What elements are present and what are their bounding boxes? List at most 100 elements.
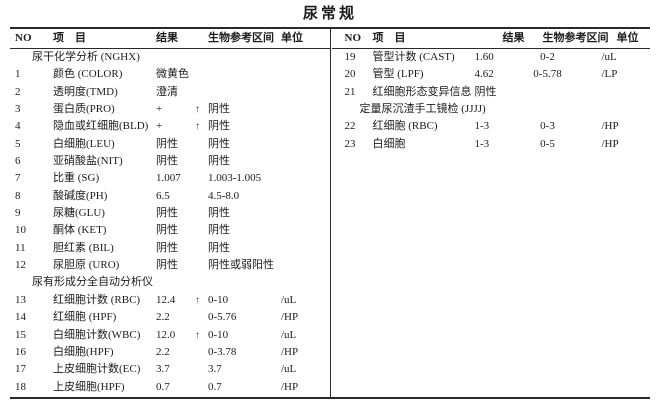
result-flag-up-icon: ↑ bbox=[195, 121, 200, 133]
table-row: 22 红细胞 (RBC) 1-3 0-3/HP bbox=[332, 118, 651, 135]
table-row: 9 尿糖(GLU) 阴性 阴性 bbox=[10, 205, 330, 222]
cell-item: 比重 (SG) bbox=[53, 172, 100, 185]
cell-no: 19 bbox=[344, 51, 356, 63]
cell-item: 红细胞形态变异信息 bbox=[372, 85, 472, 98]
cell-result: 阴性 bbox=[156, 137, 178, 150]
cell-item: 隐血或红细胞(BLD) bbox=[53, 120, 149, 133]
cell-item: 上皮细胞计数(EC) bbox=[53, 363, 141, 376]
table-row: 18 上皮细胞(HPF) 0.7 0.7/HP bbox=[10, 379, 330, 396]
cell-item: 白细胞 bbox=[372, 137, 406, 150]
cell-item: 管型 (LPF) bbox=[372, 68, 424, 81]
cell-no: 13 bbox=[15, 293, 26, 306]
cell-item: 管型计数 (CAST) bbox=[372, 51, 455, 63]
table-row: 12 尿胆原 (URO) 阴性 阴性或弱阳性 bbox=[10, 257, 330, 274]
cell-result: 阴性 bbox=[474, 85, 497, 98]
cell-item: 红细胞 (HPF) bbox=[53, 311, 117, 324]
cell-no: 6 bbox=[15, 155, 21, 168]
table-row: 17 上皮细胞计数(EC) 3.7 3.7/uL bbox=[10, 361, 330, 378]
cell-result: 阴性 bbox=[156, 207, 178, 220]
table-row: 4 隐血或红细胞(BLD) + ↑ 阴性 bbox=[10, 118, 330, 135]
table-row: 1 颜色 (COLOR) 微黄色 bbox=[10, 66, 330, 83]
table-row: 13 红细胞计数 (RBC) 12.4 ↑ 0-10/uL bbox=[10, 292, 330, 309]
header-item: 项 目 bbox=[372, 32, 406, 44]
cell-item: 酸碱度(PH) bbox=[53, 189, 108, 202]
table-left-half: NO 项 目 结果 生物参考区间 单位 尿干化学分析 (NGHX) 1 颜色 (CO… bbox=[10, 29, 331, 397]
cell-result: 阴性 bbox=[156, 259, 178, 272]
cell-result: + bbox=[156, 120, 163, 133]
cell-reference: 0-5.78 bbox=[533, 68, 562, 81]
cell-reference: 阴性 bbox=[208, 207, 230, 220]
cell-no: 12 bbox=[15, 259, 26, 272]
cell-result: 阴性 bbox=[156, 241, 178, 254]
cell-item: 尿糖(GLU) bbox=[53, 207, 105, 220]
header-reference: 生物参考区间 bbox=[208, 32, 274, 44]
result-flag-up-icon: ↑ bbox=[195, 104, 200, 116]
table-row: 19 管型计数 (CAST) 1.60 0-2/uL bbox=[332, 49, 651, 66]
cell-unit: /LP bbox=[601, 68, 618, 81]
cell-unit: /HP bbox=[601, 137, 619, 150]
cell-reference: 阴性 bbox=[208, 224, 230, 237]
table-header-right: NO 项 目 结果 生物参考区间 单位 bbox=[331, 29, 650, 49]
header-no: NO bbox=[344, 32, 362, 44]
cell-item: 亚硝酸盐(NIT) bbox=[53, 155, 123, 168]
cell-no: 23 bbox=[344, 137, 356, 150]
cell-item: 红细胞计数 (RBC) bbox=[53, 293, 141, 306]
cell-no: 2 bbox=[15, 85, 21, 98]
section-row: 尿干化学分析 (NGHX) bbox=[10, 49, 330, 66]
table-row: 20 管型 (LPF) 4.62 0-5.78/LP bbox=[332, 66, 651, 83]
cell-no: 3 bbox=[15, 103, 21, 116]
cell-item: 颜色 (COLOR) bbox=[53, 68, 123, 81]
table-row: 16 白细胞(HPF) 2.2 0-3.78/HP bbox=[10, 344, 330, 361]
cell-reference: 阴性 bbox=[208, 155, 230, 168]
cell-unit: /uL bbox=[601, 51, 617, 63]
header-no: NO bbox=[15, 32, 32, 44]
cell-reference: 阴性 bbox=[208, 137, 230, 150]
cell-result: 微黄色 bbox=[156, 68, 189, 81]
cell-result: 6.5 bbox=[156, 189, 170, 202]
result-flag-up-icon: ↑ bbox=[195, 294, 200, 306]
cell-no: 1 bbox=[15, 68, 21, 81]
cell-result: 4.62 bbox=[474, 68, 494, 81]
left-rows: 尿干化学分析 (NGHX) 1 颜色 (COLOR) 微黄色 2 透明度(TMD) 澄清 3 蛋… bbox=[10, 49, 330, 396]
cell-unit: /uL bbox=[281, 328, 297, 341]
cell-result: 1-3 bbox=[474, 120, 490, 133]
cell-no: 11 bbox=[15, 241, 26, 254]
cell-item: 尿胆原 (URO) bbox=[53, 259, 120, 272]
cell-no: 10 bbox=[15, 224, 26, 237]
cell-no: 4 bbox=[15, 120, 21, 133]
cell-reference: 3.7 bbox=[208, 363, 222, 376]
cell-result: 澄清 bbox=[156, 85, 178, 98]
cell-result: 12.0 bbox=[156, 328, 176, 341]
table-row: 21 红细胞形态变异信息 阴性 bbox=[332, 84, 651, 101]
header-reference: 生物参考区间 bbox=[542, 32, 609, 44]
cell-item: 白细胞计数(WBC) bbox=[53, 328, 141, 341]
result-flag-up-icon: ↑ bbox=[195, 329, 200, 341]
header-item: 项 目 bbox=[53, 32, 86, 44]
cell-item: 上皮细胞(HPF) bbox=[53, 380, 125, 393]
cell-no: 5 bbox=[15, 137, 21, 150]
cell-item: 透明度(TMD) bbox=[53, 85, 118, 98]
cell-item: 红细胞 (RBC) bbox=[372, 120, 438, 133]
cell-reference: 阴性或弱阳性 bbox=[208, 259, 274, 272]
cell-reference: 0-5.76 bbox=[208, 311, 237, 324]
section-row: 定量尿沉渣手工镜检 (JJJJ) bbox=[332, 101, 651, 118]
cell-unit: /uL bbox=[281, 293, 297, 306]
cell-result: 0.7 bbox=[156, 380, 170, 393]
cell-no: 9 bbox=[15, 207, 21, 220]
section-label: 定量尿沉渣手工镜检 (JJJJ) bbox=[359, 103, 486, 116]
cell-reference: 0.7 bbox=[208, 380, 222, 393]
table-row: 14 红细胞 (HPF) 2.2 0-5.76/HP bbox=[10, 309, 330, 326]
cell-item: 酮体 (KET) bbox=[53, 224, 107, 237]
cell-no: 7 bbox=[15, 172, 21, 185]
cell-no: 22 bbox=[344, 120, 356, 133]
cell-result: 1.60 bbox=[474, 51, 494, 63]
table-row: 10 酮体 (KET) 阴性 阴性 bbox=[10, 222, 330, 239]
header-result: 结果 bbox=[502, 32, 525, 44]
cell-reference: 阴性 bbox=[208, 103, 230, 116]
cell-result: 阴性 bbox=[156, 224, 178, 237]
cell-reference: 阴性 bbox=[208, 241, 230, 254]
cell-reference: 0-3.78 bbox=[208, 345, 237, 358]
table-row: 3 蛋白质(PRO) + ↑ 阴性 bbox=[10, 101, 330, 118]
table-right-half: NO 项 目 结果 生物参考区间 单位 19 管型计数 (CAST) 1.60 0-2… bbox=[331, 29, 651, 397]
